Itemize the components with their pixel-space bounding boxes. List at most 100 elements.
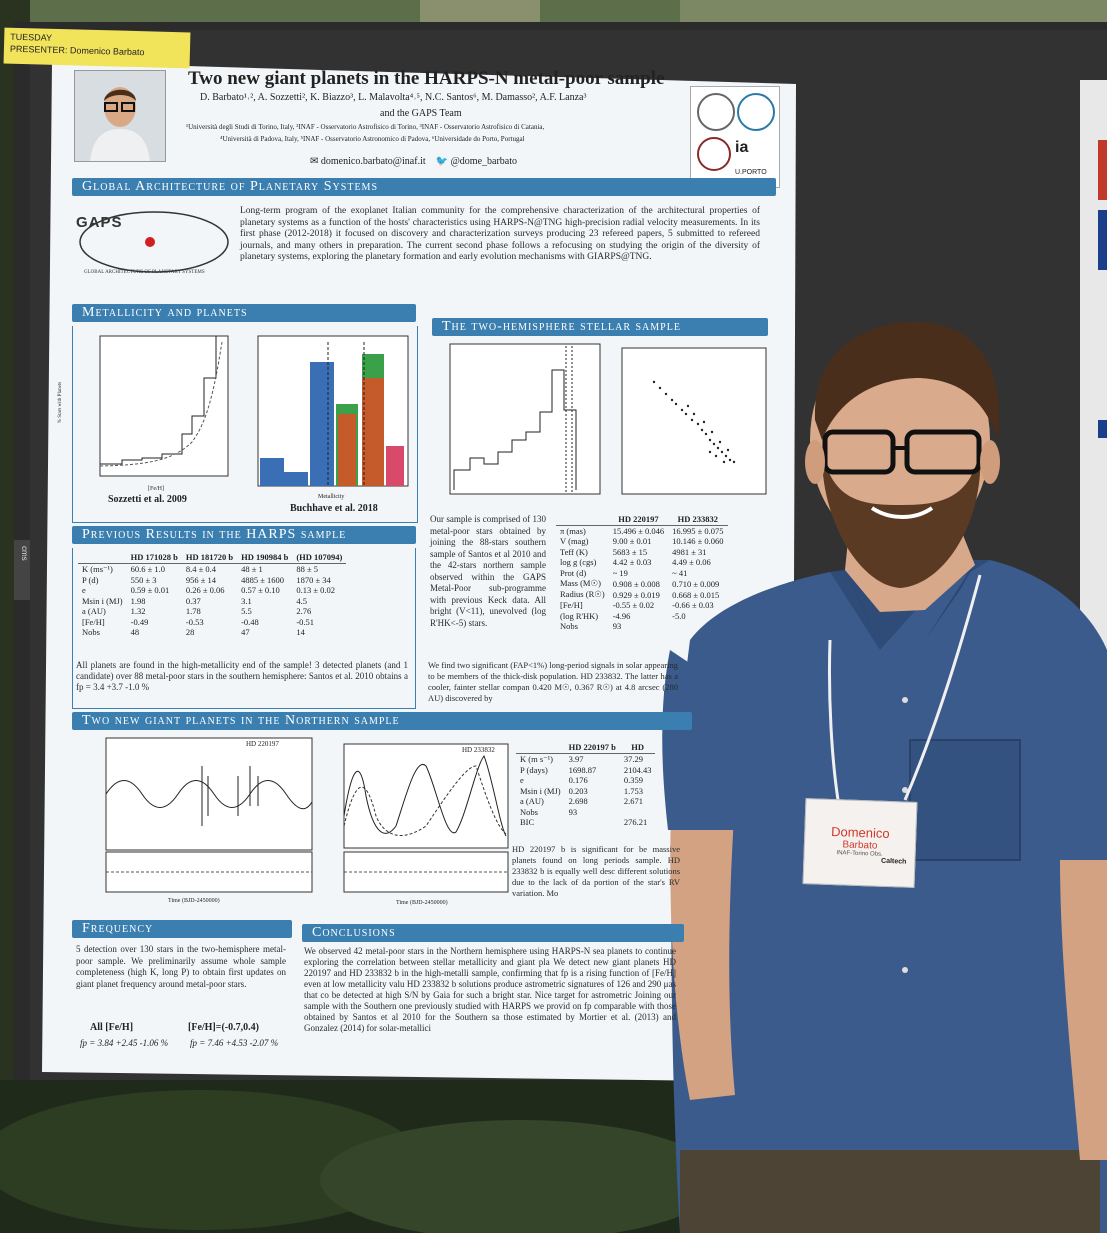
- hemisphere-table-row: Teff (K) 5683 ± 15 4981 ± 31: [556, 547, 728, 558]
- buchhave-histogram: [257, 335, 409, 487]
- hemisphere-table-cell: 4.42 ± 0.03: [612, 557, 652, 568]
- northern-table-row: P (days) 1698.87 2104.43: [516, 765, 655, 776]
- hemisphere-th: HD 220197: [608, 514, 669, 526]
- previous-table-cell: 47: [241, 627, 250, 638]
- northern-th: HD 220197 b: [564, 742, 620, 754]
- northern-th: HD: [619, 742, 656, 754]
- author-photo-art: [75, 71, 165, 161]
- plot2-xlabel: Time (BJD-2450000): [396, 900, 448, 906]
- previous-table-cell: K (ms⁻¹): [82, 563, 113, 574]
- hemisphere-table-cell: 0.908 ± 0.008: [612, 578, 660, 589]
- hemisphere-table-row: V (mag) 9.00 ± 0.01 10.146 ± 0.060: [556, 536, 728, 547]
- northern-table-cell: K (m s⁻¹): [520, 753, 554, 764]
- previous-table-row: Msin i (MJ) 1.98 0.37 3.1 4.5: [78, 596, 346, 607]
- northern-table-cell: BIC: [520, 817, 535, 828]
- previous-panel: [72, 548, 416, 709]
- previous-table-cell: 956 ± 14: [185, 574, 217, 585]
- frequency-col2-head: [Fe/H]=(-0.7,0.4): [188, 1022, 259, 1033]
- northern-table-cell: 2104.43: [623, 764, 652, 775]
- previous-table-cell: 2.76: [296, 606, 312, 617]
- previous-th: [78, 552, 127, 564]
- poster-affil-2: ⁴Università di Padova, Italy, ⁵INAF - Os…: [220, 135, 525, 143]
- email-icon: ✉: [310, 156, 319, 167]
- northern-table-cell: 2.698: [568, 796, 588, 807]
- previous-table-cell: e: [82, 585, 86, 596]
- previous-table-cell: 0.57 ± 0.10: [241, 585, 280, 596]
- hemisphere-table-wrap: HD 220197 HD 233832 π (mas) 15.496 ± 0.04…: [556, 514, 778, 632]
- previous-table-row: [Fe/H] -0.49 -0.53 -0.48 -0.51: [78, 617, 346, 628]
- previous-th: HD 190984 b: [237, 552, 293, 564]
- hemisphere-table: HD 220197 HD 233832 π (mas) 15.496 ± 0.04…: [556, 514, 728, 632]
- northern-th: [516, 742, 565, 754]
- hemisphere-table-row: [Fe/H] -0.55 ± 0.02 -0.66 ± 0.03: [556, 600, 728, 611]
- twitter-icon: 🐦: [435, 156, 449, 167]
- rv-plot-hd220197: [105, 737, 313, 893]
- northern-table-cell: 1.753: [623, 785, 643, 796]
- sozzetti-xlabel: [Fe/H]: [148, 486, 164, 492]
- hemisphere-table-cell: Prot (d): [560, 567, 587, 578]
- hemisphere-table-cell: ~ 19: [612, 567, 628, 578]
- previous-table-cell: 48: [130, 627, 140, 638]
- sozzetti-ylabel: % Stars with Planets: [58, 381, 64, 424]
- section-title-frequency: Frequency: [72, 920, 292, 938]
- hemisphere-table-cell: 9.00 ± 0.01: [612, 536, 652, 547]
- hemisphere-table-cell: Nobs: [560, 621, 578, 632]
- hemisphere-table-cell: 4.49 ± 0.06: [672, 557, 711, 568]
- section-title-metallicity: Metallicity and planets: [72, 304, 416, 322]
- hemisphere-table-cell: π (mas): [560, 525, 586, 536]
- northern-table-cell: a (AU): [520, 796, 544, 807]
- previous-table-cell: 0.13 ± 0.02: [296, 585, 335, 596]
- previous-table-cell: 1870 ± 34: [296, 574, 331, 585]
- previous-text: All planets are found in the high-metall…: [76, 660, 408, 692]
- person: [662, 321, 1107, 1233]
- inaf-logo-icon: [737, 93, 775, 131]
- frequency-col1-head: All [Fe/H]: [90, 1022, 134, 1033]
- poster-title: Two new giant planets in the HARPS-N met…: [188, 68, 665, 89]
- plot1-label: HD 220197: [246, 740, 279, 748]
- previous-table-cell: 48 ± 1: [241, 564, 263, 574]
- previous-table-row: K (ms⁻¹) 60.6 ± 1.0 8.4 ± 0.4 48 ± 1 88 ± 5: [78, 563, 346, 575]
- poster-team: and the GAPS Team: [380, 108, 462, 119]
- hemisphere-table-cell: Teff (K): [560, 546, 588, 557]
- tape-name: Domenico Barbato: [69, 45, 145, 58]
- presenter-tape: TUESDAY PRESENTER: Domenico Barbato: [3, 27, 191, 69]
- previous-table-cell: 60.6 ± 1.0: [130, 564, 166, 574]
- frequency-col1-val: fp = 3.84 +2.45 -1.06 %: [80, 1038, 169, 1048]
- northern-table-cell: e: [520, 775, 524, 786]
- previous-table-cell: 14: [296, 627, 305, 638]
- plot1-xlabel: Time (BJD-2450000): [168, 898, 220, 904]
- previous-table-cell: -0.48: [241, 616, 259, 627]
- hemisphere-table-row: (log R'HK) -4.96 -5.0: [556, 611, 728, 622]
- poster-authors: D. Barbato¹˒², A. Sozzetti², K. Biazzo³,…: [200, 92, 587, 103]
- global-text: Long-term program of the exoplanet Itali…: [240, 206, 760, 262]
- northern-table-cell: 0.203: [568, 785, 588, 796]
- frequency-text: 5 detection over 130 stars in the two-he…: [76, 944, 286, 989]
- previous-th: HD 181720 b: [181, 552, 238, 564]
- previous-table-row: e 0.59 ± 0.01 0.26 ± 0.06 0.57 ± 0.10 0.13 ±…: [78, 585, 346, 596]
- northern-table-cell: Nobs: [520, 806, 538, 817]
- hemisphere-table-row: π (mas) 15.496 ± 0.046 16.995 ± 0.075: [556, 525, 728, 536]
- hemisphere-table-cell: 0.710 ± 0.009: [672, 578, 720, 589]
- previous-table-cell: 4885 ± 1600: [241, 574, 285, 585]
- previous-table-cell: a (AU): [82, 606, 106, 617]
- previous-table-cell: -0.51: [296, 616, 315, 627]
- hemisphere-table-cell: ~ 41: [672, 567, 688, 578]
- hemisphere-table-row: Mass (M☉) 0.908 ± 0.008 0.710 ± 0.009: [556, 578, 728, 589]
- logo-porto: U.PORTO: [735, 169, 767, 176]
- hemisphere-table-cell: log g (cgs): [560, 557, 597, 568]
- previous-th: HD 171028 b: [126, 552, 182, 564]
- hemisphere-table-cell: Mass (M☉): [560, 578, 601, 588]
- hemisphere-table-cell: 0.668 ± 0.015: [672, 589, 720, 600]
- hemisphere-table-cell: -5.0: [672, 610, 686, 621]
- hemisphere-table-cell: 16.995 ± 0.075: [672, 525, 724, 536]
- previous-table-cell: -0.53: [185, 616, 204, 627]
- hemisphere-table-row: log g (cgs) 4.42 ± 0.03 4.49 ± 0.06: [556, 557, 728, 568]
- gaps-logo-caption: GLOBAL ARCHITECTURE OF PLANETARY SYSTEMS: [84, 270, 205, 275]
- sozzetti-caption: Sozzetti et al. 2009: [108, 494, 187, 505]
- northern-table-cell: 2.671: [623, 796, 643, 807]
- previous-table-cell: [Fe/H]: [82, 616, 105, 627]
- northern-table-body: K (m s⁻¹) 3.97 37.29 P (days) 1698.87 2104.43…: [516, 753, 655, 828]
- northern-table-cell: 276.21: [623, 817, 648, 828]
- previous-table-cell: 8.4 ± 0.4: [185, 564, 217, 574]
- previous-table-cell: 1.32: [130, 606, 146, 617]
